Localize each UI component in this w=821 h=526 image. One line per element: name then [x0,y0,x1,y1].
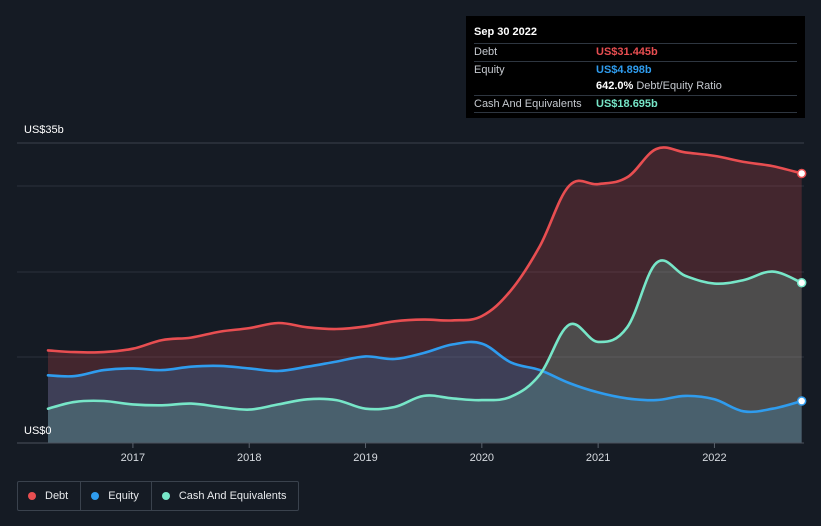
x-tick-label: 2018 [237,452,261,464]
cash-dot-icon [161,492,170,500]
x-tick-label: 2022 [702,452,726,464]
tooltip-label: Debt [474,46,498,58]
tooltip-label [474,78,596,95]
x-axis: 2017 2018 2019 2020 2021 2022 [17,442,804,464]
equity-dot-icon [91,492,100,500]
debt-dot-icon [28,492,36,500]
legend-item-equity[interactable]: Equity [81,482,152,510]
tooltip-value: US$31.445b [596,46,658,58]
x-tick-label: 2019 [353,452,377,464]
x-tick-label: 2020 [470,452,494,464]
series-lines [46,146,803,414]
debt-area [48,147,802,443]
legend-item-cash[interactable]: Cash And Equivalents [152,482,299,510]
tooltip-subtext: Debt/Equity Ratio [636,80,722,92]
tooltip-panel: Sep 30 2022 Debt US$31.445b Equity US$4.… [466,16,805,118]
tooltip-label: Equity [474,63,505,76]
tooltip-value: 642.0% [596,80,634,92]
tooltip-row-equity: Equity US$4.898b [474,60,797,79]
legend-label: Equity [108,490,139,502]
tooltip-date: Sep 30 2022 [474,26,537,38]
tooltip-value: US$18.695b [596,97,658,110]
end-markers [796,168,807,406]
tooltip-row-ratio: 642.0% Debt/Equity Ratio [474,78,797,95]
legend-label: Cash And Equivalents [178,490,287,502]
legend: Debt Equity Cash And Equivalents [17,481,300,511]
x-tick-label: 2021 [586,452,610,464]
tooltip-label: Cash And Equivalents [474,97,582,110]
x-tick-label: 2017 [121,452,145,464]
y-axis-top-label: US$35b [24,124,64,136]
cash-and-equivalents-line [46,259,803,411]
tooltip-value: US$4.898b [596,63,652,76]
debt-end-point [796,168,807,179]
cash-and-equivalents-end-point [796,278,807,288]
equity-line [46,340,803,414]
legend-item-debt[interactable]: Debt [18,482,82,510]
tooltip-row-debt: Debt US$31.445b [474,43,797,61]
series-areas [48,147,802,443]
debt-line [46,146,803,354]
cash-and-equivalents-area [48,260,802,443]
equity-end-point [796,396,807,406]
y-axis-bottom-label: US$0 [24,425,52,437]
tooltip-row-cash: Cash And Equivalents US$18.695b [474,94,797,113]
legend-label: Debt [45,490,69,502]
